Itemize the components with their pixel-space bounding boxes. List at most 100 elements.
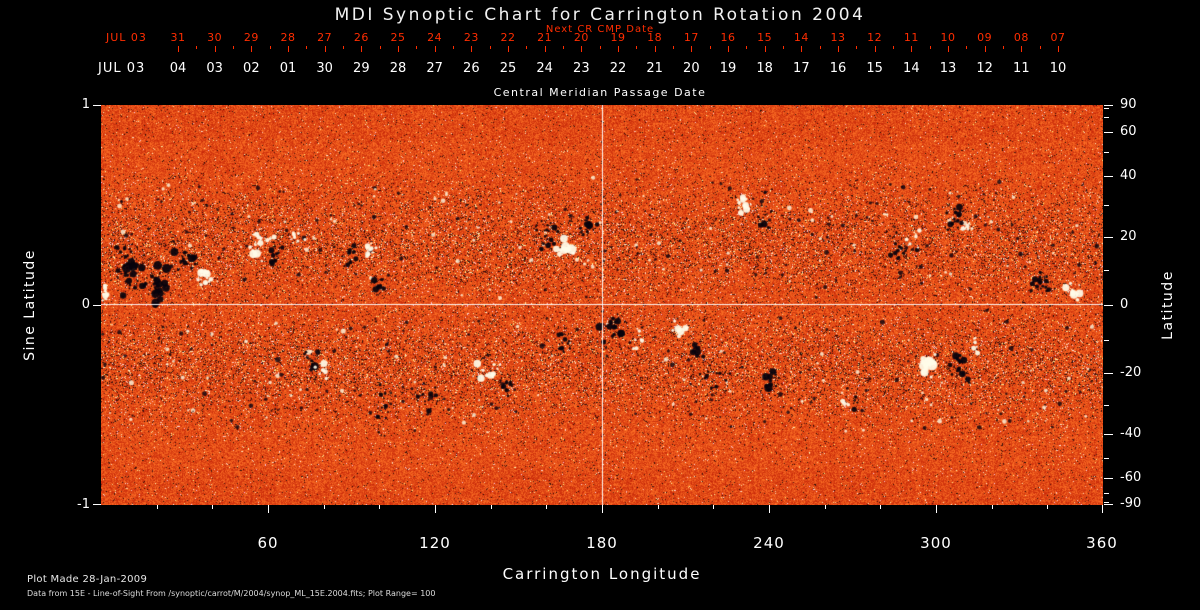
top-axis-tick-mark	[471, 46, 473, 52]
cmp-axis-tick-label: 02	[243, 61, 260, 76]
top-axis-tick-label: 11	[903, 31, 919, 44]
bottom-axis-tick-label: 360	[1086, 534, 1118, 552]
bottom-axis-minor-tick	[824, 505, 826, 509]
top-axis-minor-tick	[966, 46, 968, 49]
cmp-axis-tick-label: 11	[1013, 61, 1030, 76]
top-axis-minor-tick	[563, 46, 564, 49]
synoptic-map-plot	[101, 105, 1103, 505]
top-axis-tick-label: 07	[1050, 31, 1066, 44]
bottom-axis-tick-mark	[435, 505, 436, 513]
left-axis-tick-mark	[93, 504, 101, 505]
top-axis-tick-mark	[544, 46, 546, 52]
top-axis-tick-label: 19	[610, 31, 626, 44]
top-axis-minor-tick	[1039, 46, 1041, 49]
top-axis-tick-mark	[178, 46, 179, 52]
top-axis-tick-label: 08	[1013, 31, 1029, 44]
top-axis-tick-label: 16	[720, 31, 736, 44]
top-axis-tick-label: 17	[683, 31, 699, 44]
top-axis-tick-mark	[654, 46, 656, 52]
right-axis-minor-tick	[1104, 117, 1109, 119]
top-axis-tick-mark	[324, 46, 326, 52]
magnetogram-image	[101, 105, 1103, 505]
bottom-axis-tick-mark	[1102, 505, 1103, 513]
cmp-axis-tick-label: 15	[866, 61, 883, 76]
bottom-axis-tick-mark	[936, 505, 937, 513]
top-axis-minor-tick	[819, 46, 821, 49]
top-axis-tick-mark	[398, 46, 399, 52]
bottom-axis-minor-tick	[212, 505, 214, 509]
data-source-note: Data from 15E - Line-of-Sight From /syno…	[27, 589, 436, 598]
right-axis-tick-mark	[1104, 504, 1113, 505]
right-axis-tick-mark	[1104, 131, 1113, 133]
cmp-axis-month-label: JUL 03	[98, 61, 146, 76]
top-axis-minor-tick	[709, 46, 711, 49]
top-axis-tick-mark	[948, 46, 949, 52]
right-axis-minor-tick	[1104, 492, 1109, 494]
top-axis-minor-tick	[599, 46, 601, 49]
cmp-axis-tick-label: 16	[829, 61, 847, 76]
right-axis-tick-label: -40	[1120, 425, 1142, 441]
bottom-axis-tick-label: 240	[753, 534, 785, 552]
bottom-axis-tick-label: 60	[257, 534, 279, 552]
top-axis-tick-mark	[288, 46, 289, 52]
chart-title: MDI Synoptic Chart for Carrington Rotati…	[334, 5, 866, 25]
cmp-axis-tick-label: 20	[683, 61, 700, 76]
bottom-axis-tick-label: 180	[586, 534, 618, 552]
right-axis-tick-mark	[1104, 433, 1113, 435]
cmp-axis-tick-label: 01	[279, 61, 297, 76]
top-axis-tick-mark	[764, 46, 766, 52]
cmp-axis-tick-label: 14	[903, 61, 920, 76]
cmp-axis-tick-label: 30	[316, 61, 333, 76]
top-axis-tick-mark	[508, 46, 509, 52]
bottom-axis-tick-label: 300	[920, 534, 952, 552]
right-axis-tick-label: 90	[1120, 97, 1137, 112]
top-axis-tick-label: 09	[977, 31, 993, 44]
bottom-axis-minor-tick	[490, 505, 492, 509]
top-axis-tick-label: 23	[463, 31, 479, 44]
top-axis-tick-label: 18	[647, 31, 663, 44]
right-axis-minor-tick	[1104, 501, 1109, 503]
left-axis-tick-label: 0	[81, 297, 90, 312]
top-axis-tick-mark	[214, 46, 216, 52]
right-axis-tick-mark	[1104, 236, 1113, 238]
cmp-axis-tick-label: 29	[353, 61, 370, 76]
top-axis-minor-tick	[1003, 46, 1004, 49]
right-axis-minor-tick	[1104, 339, 1109, 341]
top-axis-tick-label: 14	[793, 31, 809, 44]
right-axis-tick-mark	[1104, 478, 1113, 480]
right-axis-minor-tick	[1104, 270, 1109, 272]
top-axis-tick-label: 27	[317, 31, 333, 44]
right-axis-tick-label: 20	[1120, 228, 1137, 244]
bottom-axis-minor-tick	[991, 505, 993, 509]
top-axis-minor-tick	[783, 46, 784, 49]
top-axis-tick-label: 25	[390, 31, 406, 44]
top-axis-minor-tick	[416, 46, 418, 49]
right-axis-minor-tick	[1104, 108, 1109, 110]
top-axis-minor-tick	[746, 46, 748, 49]
top-axis-tick-mark	[361, 46, 363, 52]
top-axis-minor-tick	[379, 46, 381, 49]
top-axis-tick-mark	[581, 46, 583, 52]
cmp-axis-title: Central Meridian Passage Date	[493, 86, 707, 99]
right-axis-tick-label: -20	[1120, 365, 1142, 381]
cmp-axis-tick-label: 19	[719, 61, 737, 76]
top-axis-tick-label: 12	[867, 31, 883, 44]
bottom-axis-title: Carrington Longitude	[502, 565, 702, 583]
top-axis-minor-tick	[196, 46, 198, 49]
top-axis-tick-label: 10	[940, 31, 956, 44]
top-axis-minor-tick	[269, 46, 271, 49]
top-axis-tick-mark	[838, 46, 839, 52]
top-axis-tick-label: 20	[573, 31, 589, 44]
top-axis-minor-tick	[453, 46, 454, 49]
top-axis-tick-label: 29	[243, 31, 259, 44]
top-axis-tick-label: 13	[830, 31, 846, 44]
top-axis-minor-tick	[489, 46, 491, 49]
cmp-axis-tick-label: 12	[976, 61, 993, 76]
cmp-axis-tick-label: 22	[609, 61, 627, 76]
bottom-axis-minor-tick	[657, 505, 659, 509]
cmp-axis-tick-label: 17	[793, 61, 810, 76]
cmp-axis-tick-label: 28	[389, 61, 407, 76]
cmp-axis-tick-label: 03	[206, 61, 223, 76]
top-axis-tick-mark	[251, 46, 253, 52]
